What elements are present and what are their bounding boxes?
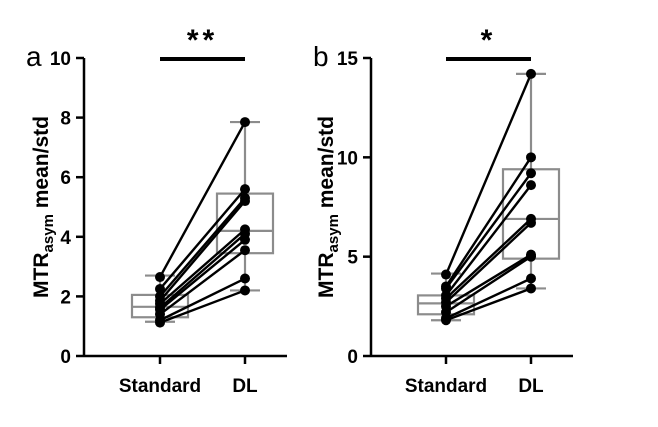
panel-letter: a xyxy=(26,41,42,72)
y-tick-label: 4 xyxy=(60,228,71,249)
y-axis-label-rest: mean/std xyxy=(315,116,338,214)
data-point-dl xyxy=(240,184,250,195)
pair-line xyxy=(159,289,246,324)
pair-line xyxy=(444,73,533,276)
x-category-label: DL xyxy=(232,376,258,397)
data-point-dl xyxy=(526,283,536,294)
data-point-dl xyxy=(526,152,536,163)
data-point-dl xyxy=(526,213,536,224)
data-point-dl xyxy=(526,68,536,79)
pair-line xyxy=(159,188,246,290)
y-tick-label: 5 xyxy=(347,248,358,269)
data-point-standard xyxy=(155,291,165,302)
data-point-dl xyxy=(240,285,250,296)
pair-line xyxy=(445,218,532,300)
data-point-dl xyxy=(526,168,536,179)
y-axis-label-sub: asym xyxy=(325,214,342,252)
x-category-label: DL xyxy=(518,376,544,397)
data-point-dl xyxy=(526,249,536,260)
y-axis-label-rest: mean/std xyxy=(30,116,53,214)
data-point-dl xyxy=(526,180,536,191)
data-point-dl xyxy=(240,193,250,204)
x-category-label: Standard xyxy=(119,376,201,397)
significance-stars: * xyxy=(481,24,497,57)
data-point-dl xyxy=(240,224,250,235)
data-point-dl xyxy=(526,273,536,284)
y-axis-label: MTRasym mean/std xyxy=(315,116,342,298)
pair-line xyxy=(445,287,532,322)
pair-line xyxy=(159,200,246,302)
pair-line xyxy=(445,277,532,320)
pair-line xyxy=(159,249,246,316)
pair-line xyxy=(159,228,246,305)
y-tick-label: 10 xyxy=(337,148,358,169)
data-point-standard xyxy=(441,269,451,280)
pair-line xyxy=(445,255,532,314)
data-point-standard xyxy=(155,272,165,283)
y-tick-label: 0 xyxy=(60,347,71,368)
chart-panel-b: b 0 5 10 15 Standard DL MTRasym mean/std * xyxy=(313,24,573,397)
data-point-standard xyxy=(441,290,451,301)
y-axis-label-main: MTR xyxy=(30,252,53,298)
pair-line xyxy=(445,172,532,290)
data-point-dl xyxy=(240,273,250,284)
pair-line xyxy=(159,238,246,311)
pair-line xyxy=(158,121,247,278)
pair-line xyxy=(159,277,246,322)
pair-line xyxy=(445,253,532,308)
pair-line xyxy=(159,232,246,309)
pair-line xyxy=(445,222,532,304)
significance-stars: ** xyxy=(187,24,218,57)
y-axis-label-sub: asym xyxy=(40,214,57,252)
y-tick-label: 6 xyxy=(60,168,71,189)
y-tick-label: 15 xyxy=(337,49,359,70)
y-axis-label-main: MTR xyxy=(315,252,338,298)
data-point-standard xyxy=(155,283,165,294)
x-category-label: Standard xyxy=(405,376,487,397)
data-point-standard xyxy=(441,281,451,292)
y-tick-label: 10 xyxy=(50,49,71,70)
y-tick-label: 0 xyxy=(347,347,358,368)
y-tick-label: 2 xyxy=(60,287,71,308)
panel-letter: b xyxy=(313,41,329,72)
y-axis-label: MTRasym mean/std xyxy=(30,116,57,298)
pair-line xyxy=(159,197,246,298)
data-point-dl xyxy=(240,245,250,256)
chart-panel-a: a 0 2 4 6 8 10 Standard DL MTRasym mean/std ** xyxy=(26,24,287,397)
y-tick-label: 8 xyxy=(60,109,71,130)
data-point-dl xyxy=(240,117,250,128)
pair-line xyxy=(445,184,532,297)
pair-line xyxy=(444,156,533,288)
